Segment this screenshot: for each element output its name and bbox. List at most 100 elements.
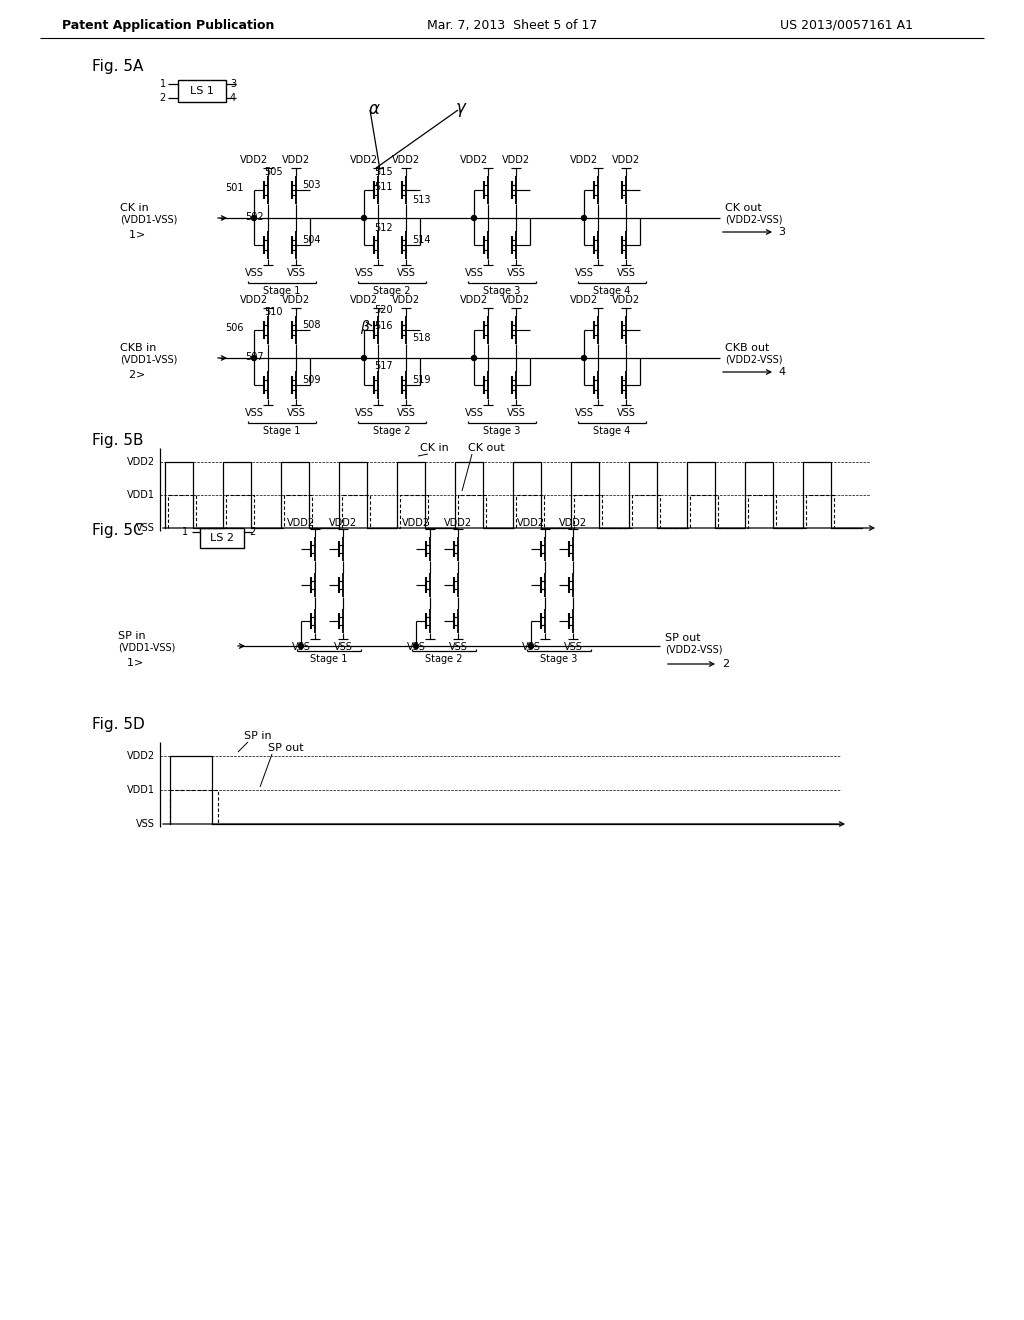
Text: SP in: SP in xyxy=(118,631,145,642)
Circle shape xyxy=(252,215,256,220)
Text: 516: 516 xyxy=(374,321,392,331)
Text: 512: 512 xyxy=(374,223,392,234)
Text: VDD2: VDD2 xyxy=(392,154,420,165)
Circle shape xyxy=(471,355,476,360)
Text: $2\!>$: $2\!>$ xyxy=(128,368,145,380)
Text: VDD2: VDD2 xyxy=(287,517,315,528)
Text: VDD2: VDD2 xyxy=(350,294,378,305)
Text: VDD2: VDD2 xyxy=(570,294,598,305)
Text: 518: 518 xyxy=(412,333,430,343)
Text: 4: 4 xyxy=(778,367,785,378)
Text: VDD2: VDD2 xyxy=(240,154,268,165)
Text: VDD1: VDD1 xyxy=(127,490,155,500)
Text: 517: 517 xyxy=(374,360,392,371)
Text: VDD2: VDD2 xyxy=(402,517,430,528)
Circle shape xyxy=(582,215,587,220)
Text: VDD2: VDD2 xyxy=(282,294,310,305)
Text: Patent Application Publication: Patent Application Publication xyxy=(62,18,274,32)
Text: $1\!>$: $1\!>$ xyxy=(128,228,145,240)
Text: 511: 511 xyxy=(374,182,392,191)
Text: CK out: CK out xyxy=(725,203,762,213)
Text: Stage 3: Stage 3 xyxy=(541,653,578,664)
Text: 507: 507 xyxy=(246,352,264,362)
Text: VSS: VSS xyxy=(521,642,541,652)
Circle shape xyxy=(299,644,303,648)
Text: 501: 501 xyxy=(225,183,244,193)
Text: VDD2: VDD2 xyxy=(444,517,472,528)
Text: 513: 513 xyxy=(412,195,430,205)
Text: VDD2: VDD2 xyxy=(612,154,640,165)
Text: 2: 2 xyxy=(249,527,255,537)
Text: VSS: VSS xyxy=(334,642,352,652)
Circle shape xyxy=(582,355,587,360)
Text: VSS: VSS xyxy=(616,408,636,418)
Text: Stage 4: Stage 4 xyxy=(593,426,631,436)
Circle shape xyxy=(528,644,534,648)
Text: 506: 506 xyxy=(225,323,244,333)
Text: 515: 515 xyxy=(374,168,392,177)
Text: CKB in: CKB in xyxy=(120,343,157,352)
Text: VDD2: VDD2 xyxy=(282,154,310,165)
Circle shape xyxy=(471,215,476,220)
Text: $\gamma$: $\gamma$ xyxy=(455,102,468,119)
Text: 1: 1 xyxy=(160,79,166,88)
Text: $1\!>$: $1\!>$ xyxy=(126,656,143,668)
Text: 1: 1 xyxy=(182,527,188,537)
Text: VSS: VSS xyxy=(465,408,483,418)
Text: Stage 2: Stage 2 xyxy=(374,286,411,296)
Text: LS 1: LS 1 xyxy=(190,86,214,96)
Text: VSS: VSS xyxy=(136,523,155,533)
Text: 502: 502 xyxy=(246,213,264,222)
Text: VSS: VSS xyxy=(245,268,263,279)
Text: 3: 3 xyxy=(778,227,785,238)
Text: CKB out: CKB out xyxy=(725,343,769,352)
Bar xyxy=(178,81,226,102)
Text: Fig. 5A: Fig. 5A xyxy=(92,59,143,74)
Text: $\alpha$: $\alpha$ xyxy=(368,102,381,119)
Text: VSS: VSS xyxy=(136,818,155,829)
Text: Stage 2: Stage 2 xyxy=(425,653,463,664)
Text: 505: 505 xyxy=(264,168,283,177)
Text: VSS: VSS xyxy=(563,642,583,652)
Text: US 2013/0057161 A1: US 2013/0057161 A1 xyxy=(780,18,913,32)
Text: VDD2: VDD2 xyxy=(350,154,378,165)
Text: VSS: VSS xyxy=(407,642,425,652)
Text: 3: 3 xyxy=(230,79,237,88)
Text: VSS: VSS xyxy=(616,268,636,279)
Text: VSS: VSS xyxy=(396,408,416,418)
Text: VDD2: VDD2 xyxy=(127,457,155,467)
Text: 2: 2 xyxy=(722,659,729,669)
Text: VSS: VSS xyxy=(574,408,594,418)
Text: VDD2: VDD2 xyxy=(612,294,640,305)
Text: VDD2: VDD2 xyxy=(570,154,598,165)
Circle shape xyxy=(414,644,419,648)
Text: (VDD1-VSS): (VDD1-VSS) xyxy=(120,355,177,366)
Text: SP out: SP out xyxy=(268,743,304,752)
Text: VDD2: VDD2 xyxy=(559,517,587,528)
Bar xyxy=(200,528,244,548)
Text: VSS: VSS xyxy=(574,268,594,279)
Circle shape xyxy=(361,215,367,220)
Text: Stage 3: Stage 3 xyxy=(483,426,520,436)
Text: 514: 514 xyxy=(412,235,430,246)
Text: 509: 509 xyxy=(302,375,321,385)
Text: VSS: VSS xyxy=(287,268,305,279)
Text: Mar. 7, 2013  Sheet 5 of 17: Mar. 7, 2013 Sheet 5 of 17 xyxy=(427,18,597,32)
Text: VSS: VSS xyxy=(449,642,467,652)
Text: VDD1: VDD1 xyxy=(127,785,155,795)
Text: VDD2: VDD2 xyxy=(502,294,530,305)
Text: VDD2: VDD2 xyxy=(329,517,357,528)
Text: VSS: VSS xyxy=(287,408,305,418)
Text: 4: 4 xyxy=(230,92,237,103)
Text: VSS: VSS xyxy=(465,268,483,279)
Text: SP in: SP in xyxy=(244,731,271,741)
Text: 519: 519 xyxy=(412,375,430,385)
Text: 508: 508 xyxy=(302,319,321,330)
Text: (VDD2-VSS): (VDD2-VSS) xyxy=(725,215,782,224)
Text: 503: 503 xyxy=(302,180,321,190)
Text: VDD2: VDD2 xyxy=(240,294,268,305)
Text: (VDD1-VSS): (VDD1-VSS) xyxy=(118,643,175,653)
Text: 504: 504 xyxy=(302,235,321,246)
Text: (VDD2-VSS): (VDD2-VSS) xyxy=(725,355,782,366)
Text: Fig. 5B: Fig. 5B xyxy=(92,433,143,447)
